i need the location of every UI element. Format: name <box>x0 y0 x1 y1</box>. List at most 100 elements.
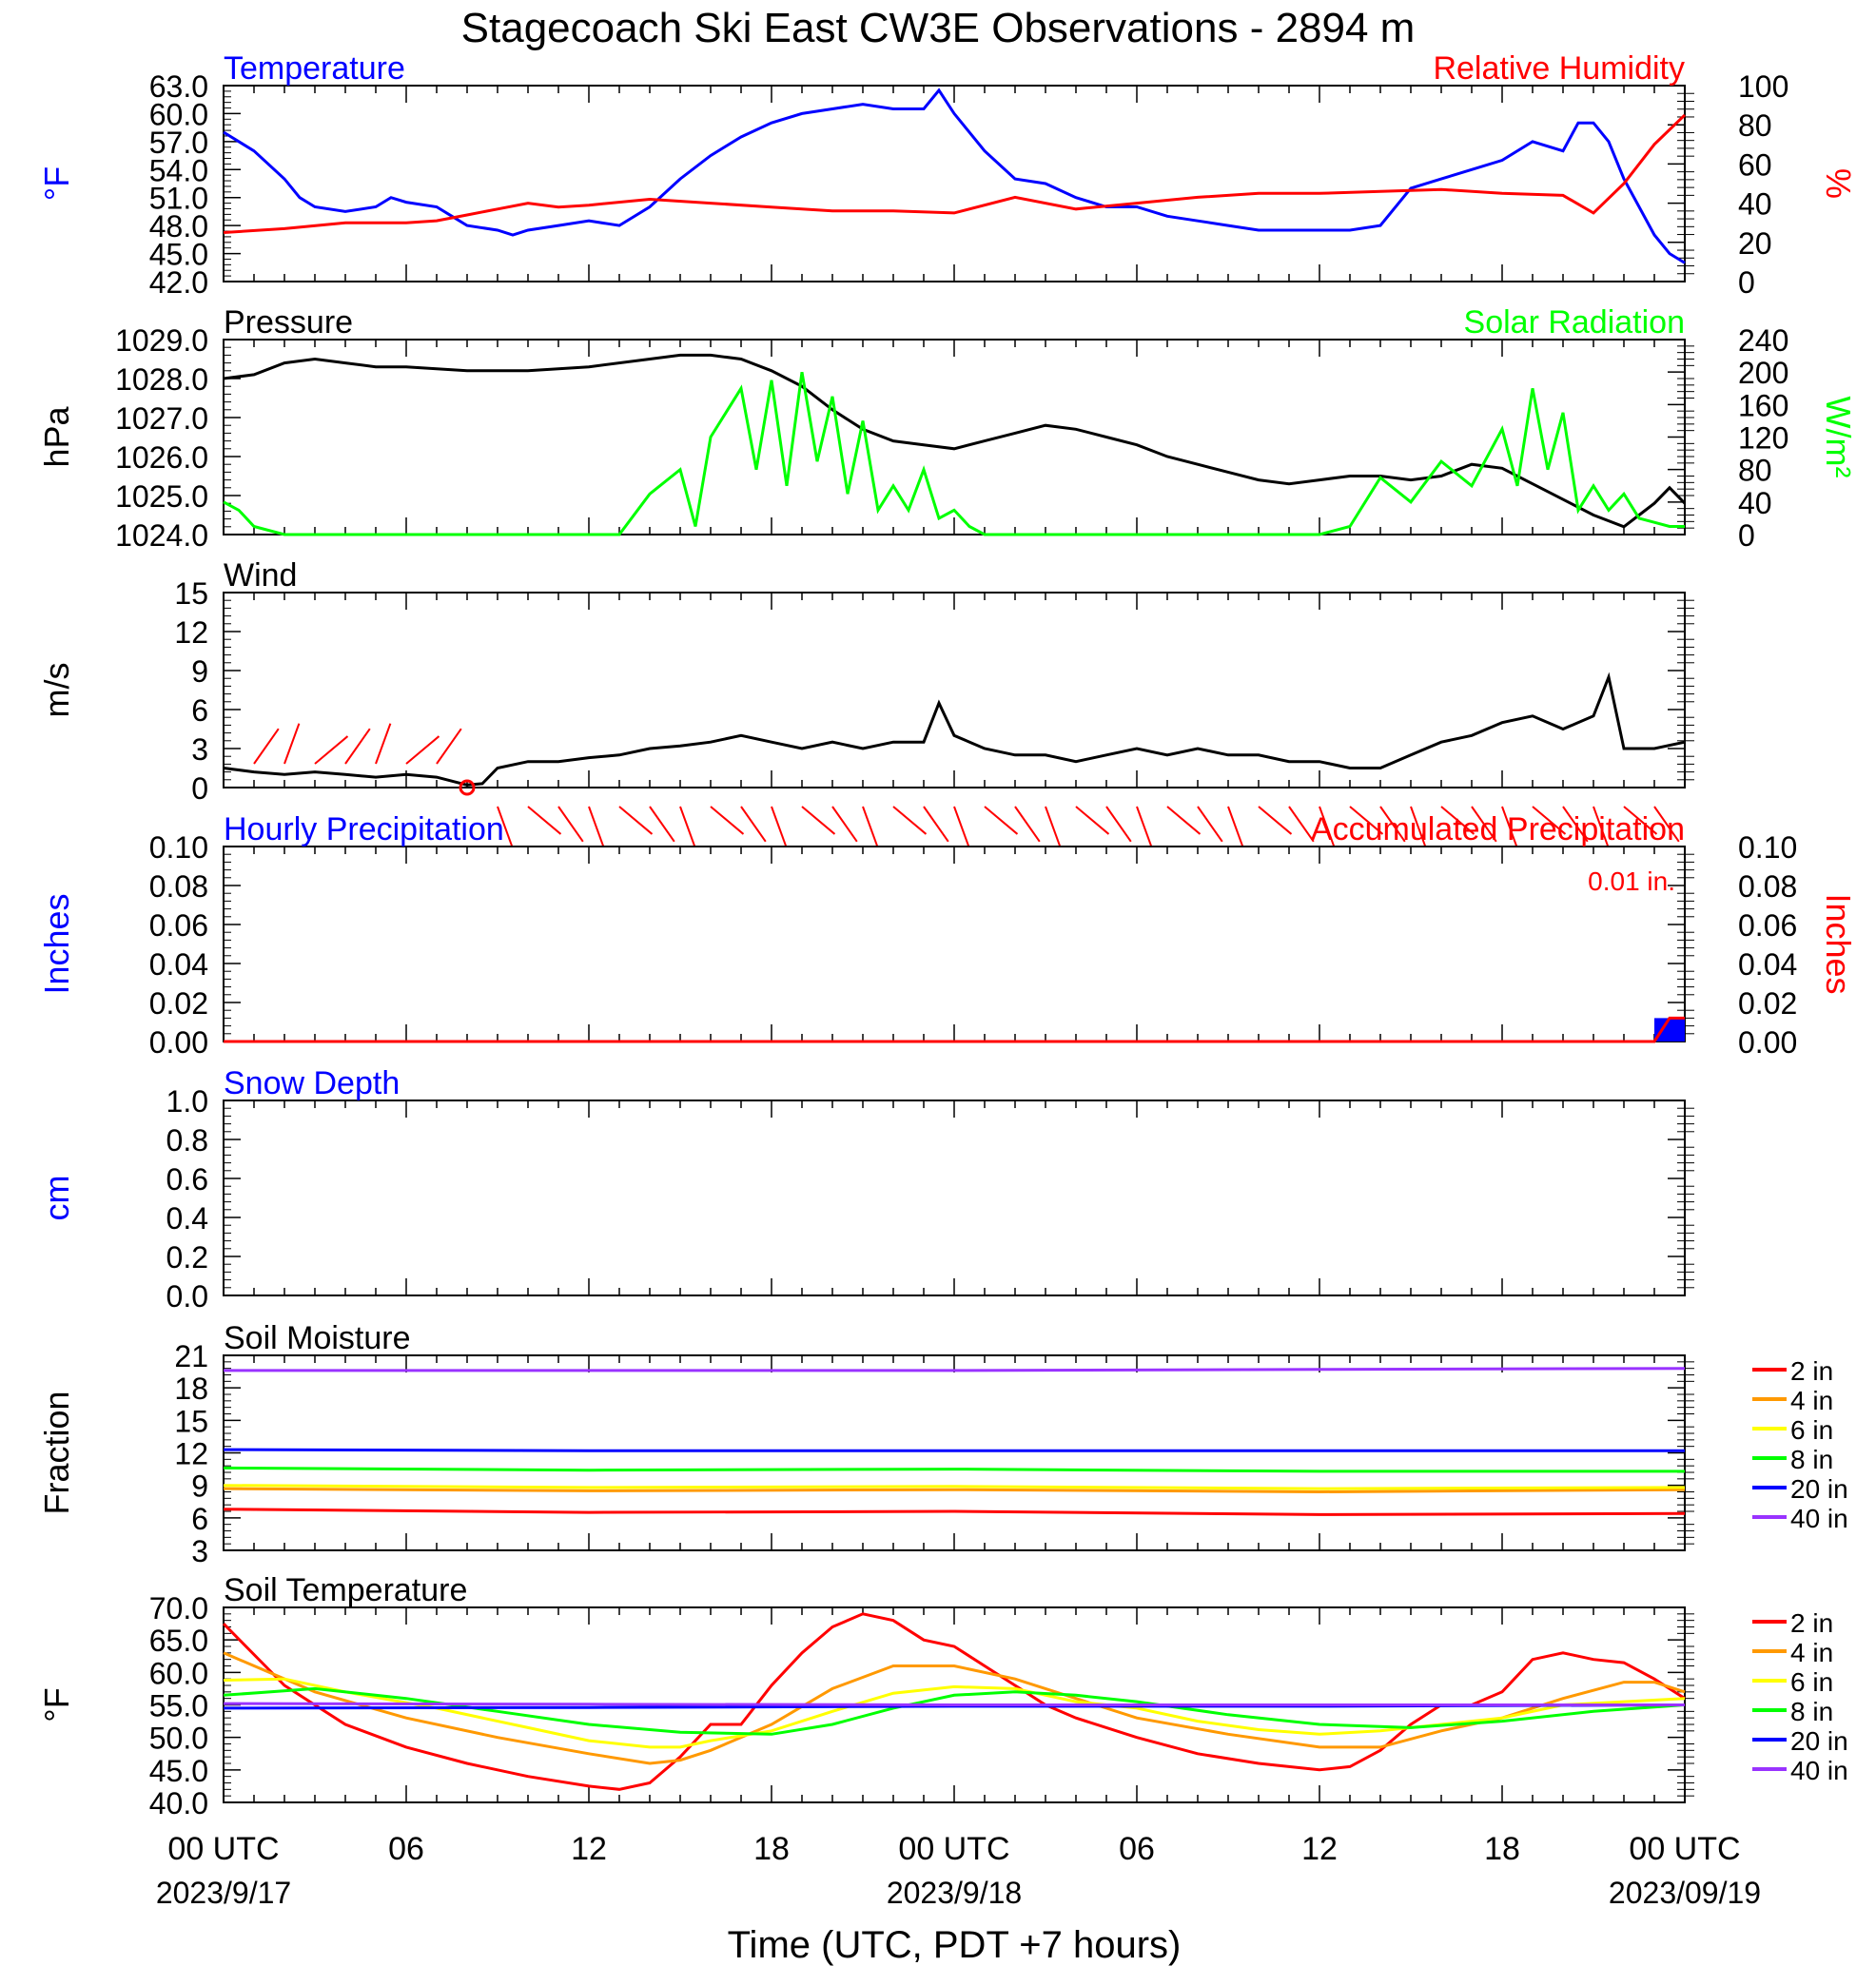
y-tick-label-right: 40 <box>1738 486 1772 520</box>
wind-barb <box>710 806 745 835</box>
x-axis-label: Time (UTC, PDT +7 hours) <box>728 1924 1182 1966</box>
wind-barb <box>557 806 584 843</box>
wind-barb <box>405 735 440 765</box>
y-tick-label-left: 45.0 <box>149 238 208 272</box>
legend-label: 8 in <box>1790 1697 1833 1726</box>
wind-barb <box>1532 806 1567 835</box>
panel-title-left: Temperature <box>224 50 405 87</box>
y-tick-label-left: 0.08 <box>149 869 208 904</box>
y-tick-label-left: 40.0 <box>149 1786 208 1820</box>
wind-barb <box>740 806 767 843</box>
y-tick-label-right: 0 <box>1738 518 1755 553</box>
y-tick-label-left: 42.0 <box>149 265 208 300</box>
panel-title-left: Hourly Precipitation <box>224 811 504 847</box>
panel-title-left: Snow Depth <box>224 1065 400 1101</box>
calm-wind-marker <box>459 779 476 796</box>
y-tick-label-right: 0.02 <box>1738 986 1797 1021</box>
wind-barb <box>1379 806 1406 843</box>
y-tick-label-right: 60 <box>1738 147 1772 182</box>
wind-barb <box>771 806 788 847</box>
wind-barb <box>649 806 675 843</box>
panel-3: 0.10 0.08 0.06 0.04 0.02 0.00 0.10 0.08 0.06 0.04… <box>37 811 1858 1060</box>
y-tick-label-right: 0.00 <box>1738 1025 1797 1060</box>
wind-barb <box>1501 806 1518 847</box>
wind-barb <box>1319 806 1336 847</box>
panel-title-left: Soil Moisture <box>224 1320 411 1356</box>
wind-barb <box>283 723 301 765</box>
panel-frame <box>223 1354 1686 1551</box>
wind-barb <box>1136 806 1153 847</box>
x-tick-label: 18 <box>1484 1831 1520 1867</box>
y-tick-label-left: 6 <box>191 693 208 728</box>
wind-barb <box>344 728 371 765</box>
series-line-40-in <box>223 1702 1685 1706</box>
y-tick-label-left: 0.10 <box>149 830 208 865</box>
panel-title-right: Relative Humidity <box>1433 50 1685 87</box>
legend-label: 2 in <box>1790 1608 1833 1638</box>
wind-barb <box>1014 806 1041 843</box>
y-axis-label-left: °F <box>37 166 76 201</box>
y-tick-label-left: 0.06 <box>149 908 208 943</box>
y-tick-label-left: 60.0 <box>149 97 208 131</box>
y-tick-label-left: 0.04 <box>149 947 208 982</box>
series-line-4-in <box>223 1487 1686 1494</box>
wind-barb <box>1166 806 1202 835</box>
x-tick-label: 00 UTC <box>1629 1831 1740 1867</box>
panel-4: 1.0 0.8 0.6 0.4 0.2 0.0 Snow Depth cm <box>37 1065 1694 1314</box>
y-tick-label-right: 20 <box>1738 226 1772 261</box>
panel-title-right: Accumulated Precipitation <box>1311 811 1685 847</box>
y-tick-label-left: 70.0 <box>149 1591 208 1625</box>
wind-barb <box>953 806 970 847</box>
panel-title-left: Pressure <box>224 304 353 341</box>
panel-frame <box>223 846 1686 1042</box>
y-tick-label-left: 0.2 <box>166 1240 208 1275</box>
y-tick-label-left: 1029.0 <box>115 323 208 358</box>
legend-label: 2 in <box>1790 1356 1833 1386</box>
y-tick-label-left: 0.6 <box>166 1162 208 1197</box>
y-tick-label-left: 18 <box>174 1372 208 1406</box>
series-line-40-in <box>224 1367 1686 1372</box>
wind-barb <box>679 806 696 847</box>
y-tick-label-left: 9 <box>191 1470 208 1504</box>
y-axis-label-right: % <box>1819 168 1858 199</box>
legend-label: 40 in <box>1790 1756 1848 1785</box>
series-line-2-in <box>223 1508 1686 1516</box>
panel-title-left: Soil Temperature <box>224 1572 467 1608</box>
y-tick-label-left: 12 <box>174 1437 208 1471</box>
y-tick-label-right: 0 <box>1738 265 1755 300</box>
wind-barb <box>1623 806 1658 835</box>
y-tick-label-left: 0.02 <box>149 986 208 1021</box>
y-tick-label-right: 160 <box>1738 388 1788 422</box>
y-tick-label-left: 3 <box>191 732 208 767</box>
wind-barb <box>862 806 879 847</box>
y-tick-label-right: 80 <box>1738 108 1772 143</box>
x-tick-label: 12 <box>1301 1831 1338 1867</box>
legend-label: 4 in <box>1790 1638 1833 1667</box>
x-tick-label: 06 <box>388 1831 424 1867</box>
wind-barb <box>314 735 349 765</box>
y-tick-label-right: 200 <box>1738 356 1788 390</box>
wind-barb <box>1593 806 1610 847</box>
y-tick-label-left: 0 <box>191 771 208 806</box>
legend-label: 40 in <box>1790 1504 1848 1533</box>
x-tick-label: 18 <box>753 1831 790 1867</box>
panel-frame <box>223 1100 1686 1296</box>
series-line-6-in <box>223 1677 1686 1749</box>
x-tick-label: 00 UTC <box>167 1831 279 1867</box>
panels: 63.060.057.054.051.048.045.042.010080604… <box>37 50 1858 1820</box>
wind-barb <box>1440 806 1475 835</box>
legend-label: 4 in <box>1790 1386 1833 1415</box>
panel-frame <box>223 592 1686 788</box>
panel-title-right: Solar Radiation <box>1464 304 1685 341</box>
y-tick-label-right: 0.06 <box>1738 908 1797 943</box>
wind-barb <box>1105 806 1132 843</box>
wind-barb <box>801 806 836 835</box>
series-line-0 <box>223 353 1687 529</box>
y-tick-label-left: 65.0 <box>149 1624 208 1658</box>
wind-barb <box>1288 806 1315 843</box>
wind-barb <box>1197 806 1223 843</box>
x-tick-label: 12 <box>571 1831 607 1867</box>
series-line-8-in <box>223 1686 1686 1736</box>
wind-barb <box>1562 806 1589 843</box>
